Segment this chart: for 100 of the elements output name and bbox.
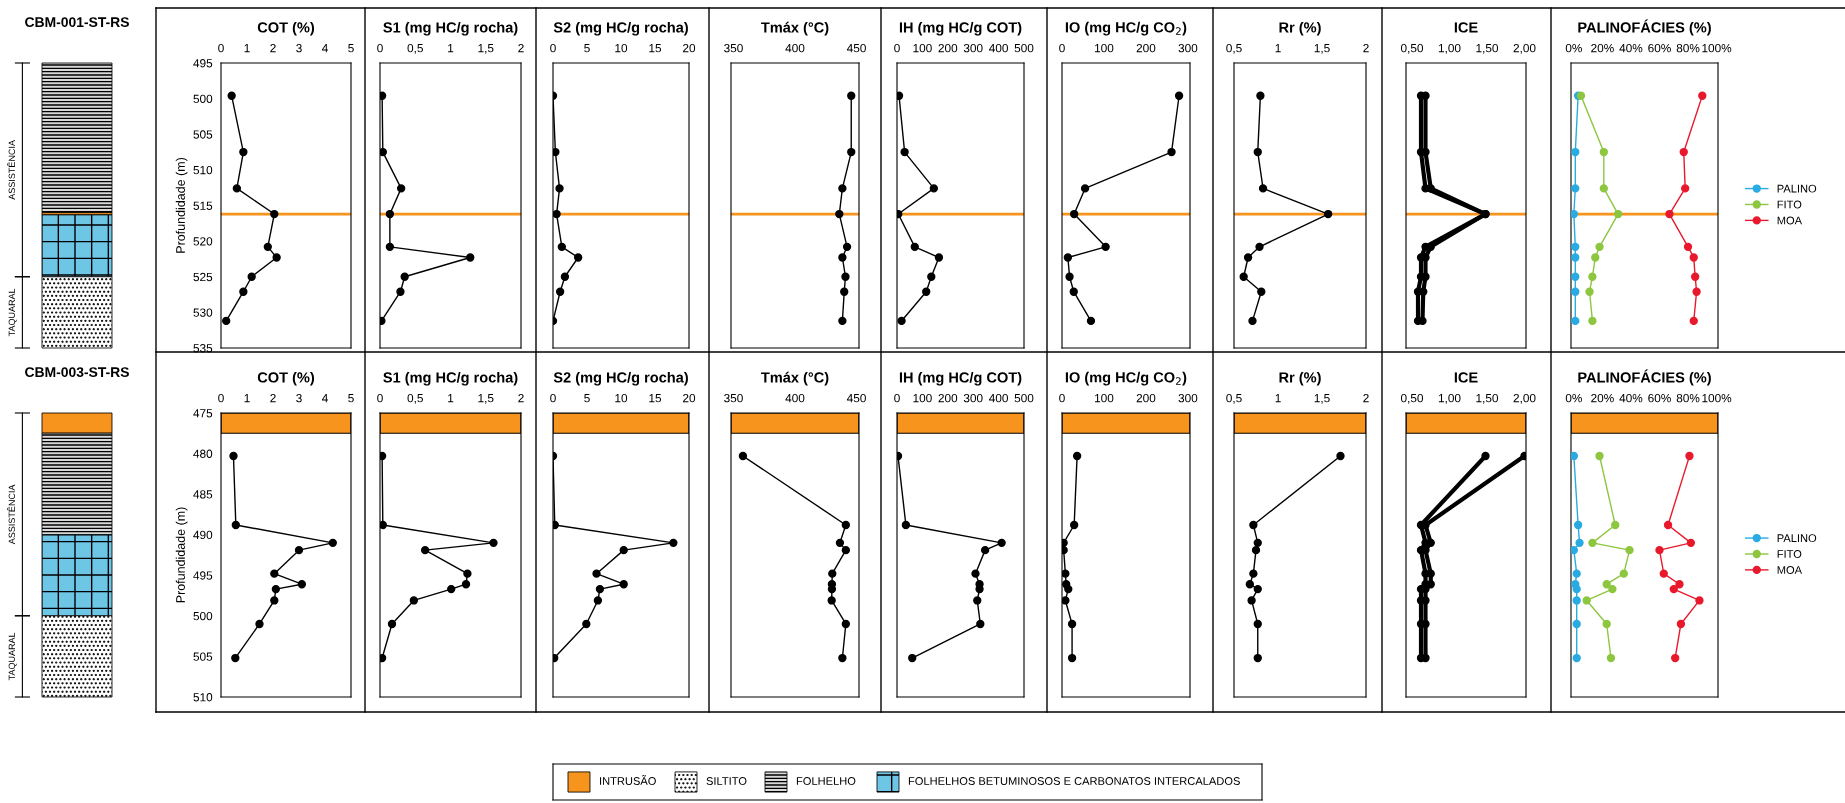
x-tick-label: 40% [1619, 43, 1643, 53]
chart-title: S2 (mg HC/g rocha) [553, 21, 688, 36]
x-tick-label: 2,00 [1513, 43, 1536, 54]
text: ASSISTÊNCIA [7, 484, 16, 545]
y-tick-label: 510 [193, 165, 213, 175]
y-tick-label: 485 [193, 490, 213, 499]
x-tick-label: 1,5 [1314, 44, 1330, 54]
text: ASSISTÊNCIA [7, 140, 16, 200]
x-tick-label: 100 [1095, 393, 1114, 403]
x-tick-label: 450 [846, 43, 866, 53]
x-tick-label: 0 [1059, 43, 1065, 53]
x-tick-label: 1,50 [1476, 393, 1499, 404]
x-tick-label: 350 [724, 43, 743, 53]
chart-title: COT (%) [257, 21, 315, 36]
x-tick-label: 40% [1619, 393, 1643, 403]
x-tick-label: 100 [913, 393, 932, 403]
x-tick-label: 0% [1565, 393, 1582, 403]
chart-title: ICE [1454, 22, 1478, 33]
x-tick-label: 4 [321, 394, 328, 403]
x-tick-label: 300 [963, 393, 983, 403]
x-tick-label: 2 [270, 43, 276, 53]
x-tick-label: 15 [649, 394, 662, 403]
x-tick-label: 80% [1676, 43, 1700, 53]
y-tick-label: 505 [193, 130, 213, 139]
x-tick-label: 1,00 [1438, 393, 1461, 404]
x-tick-label: 20% [1591, 393, 1614, 403]
chart-title: PALINOFÁCIES (%) [1578, 19, 1711, 36]
chart-title: Tmáx (°C) [761, 371, 829, 386]
x-tick-label: 0,5 [407, 43, 423, 54]
x-tick-label: 0% [1565, 43, 1582, 53]
x-tick-label: 80% [1676, 393, 1700, 403]
x-tick-label: 500 [1014, 393, 1034, 403]
text: CBM-003-ST-RS [25, 367, 129, 378]
text: TAQUARAL [8, 632, 17, 681]
chart-title: S2 (mg HC/g rocha) [553, 371, 688, 386]
x-tick-label: 1,5 [1314, 394, 1330, 404]
x-tick-label: 2 [1363, 43, 1369, 53]
x-tick-label: 3 [296, 43, 302, 53]
chart-title: Tmáx (°C) [761, 21, 829, 36]
x-tick-label: 0 [377, 43, 383, 53]
x-tick-label: 10 [615, 393, 628, 403]
y-tick-label: 505 [193, 652, 213, 661]
legend-label: FITO [1777, 200, 1802, 209]
legend-label: MOA [1777, 216, 1803, 225]
x-tick-label: 5 [584, 394, 590, 403]
y-tick-label: 530 [193, 308, 213, 317]
x-tick-label: 0,50 [1400, 393, 1424, 404]
chart-title: S1 (mg HC/g rocha) [383, 21, 518, 36]
text: INTRUSÃO [600, 775, 656, 785]
y-tick-label: 495 [193, 59, 213, 68]
x-tick-label: 0,5 [1226, 43, 1242, 54]
x-tick-label: 1 [448, 44, 454, 53]
x-tick-label: 100% [1702, 393, 1732, 403]
x-tick-label: 1 [448, 394, 454, 403]
x-tick-label: 5 [348, 44, 354, 53]
y-tick-label: 475 [193, 409, 213, 418]
x-tick-label: 200 [1136, 43, 1156, 53]
x-tick-label: 0 [218, 43, 224, 53]
y-tick-label: 510 [193, 693, 213, 702]
x-tick-label: 4 [321, 44, 328, 53]
x-tick-label: 400 [785, 43, 805, 53]
x-tick-label: 1 [244, 44, 250, 53]
x-tick-label: 450 [846, 393, 866, 403]
legend-label: PALINO [1777, 534, 1817, 543]
x-tick-label: 1 [244, 394, 250, 403]
x-tick-label: 2 [270, 393, 276, 403]
x-tick-label: 5 [584, 44, 590, 53]
y-tick-label: 520 [193, 237, 213, 246]
x-tick-label: 0 [894, 43, 900, 53]
y-tick-label: 490 [193, 530, 213, 540]
x-tick-label: 0 [1059, 393, 1065, 403]
y-tick-label: 515 [193, 201, 213, 210]
x-tick-label: 0,5 [1226, 393, 1242, 404]
x-tick-label: 300 [963, 43, 983, 53]
x-tick-label: 3 [296, 393, 302, 403]
x-tick-label: 20% [1591, 43, 1614, 53]
x-tick-label: 300 [1178, 393, 1198, 403]
x-tick-label: 100 [1095, 43, 1114, 53]
x-tick-label: 400 [989, 393, 1008, 403]
chart-title: S1 (mg HC/g rocha) [383, 371, 518, 386]
x-tick-label: 10 [615, 43, 628, 53]
x-tick-label: 1,00 [1438, 43, 1461, 54]
text: TAQUARAL [8, 288, 17, 337]
x-tick-label: 60% [1648, 43, 1671, 53]
chart-title: Rr (%) [1279, 371, 1321, 386]
x-tick-label: 2 [518, 393, 524, 403]
y-tick-label: 495 [193, 571, 213, 580]
text: FOLHELHOS BETUMINOSOS E CARBONATOS INTERCALADOS [908, 777, 1240, 785]
x-tick-label: 15 [649, 44, 662, 53]
x-tick-label: 0,50 [1400, 43, 1424, 54]
x-tick-label: 1 [1275, 394, 1281, 403]
legend-label: MOA [1777, 566, 1803, 574]
x-tick-label: 2 [518, 43, 524, 53]
x-tick-label: 400 [785, 393, 805, 403]
x-tick-label: 0 [550, 393, 556, 403]
y-tick-label: 480 [193, 449, 213, 458]
legend-label: PALINO [1777, 184, 1817, 193]
chart-title: IH (mg HC/g COT) [899, 21, 1022, 36]
x-tick-label: 1,5 [478, 44, 494, 54]
chart-title: PALINOFÁCIES (%) [1578, 369, 1711, 386]
